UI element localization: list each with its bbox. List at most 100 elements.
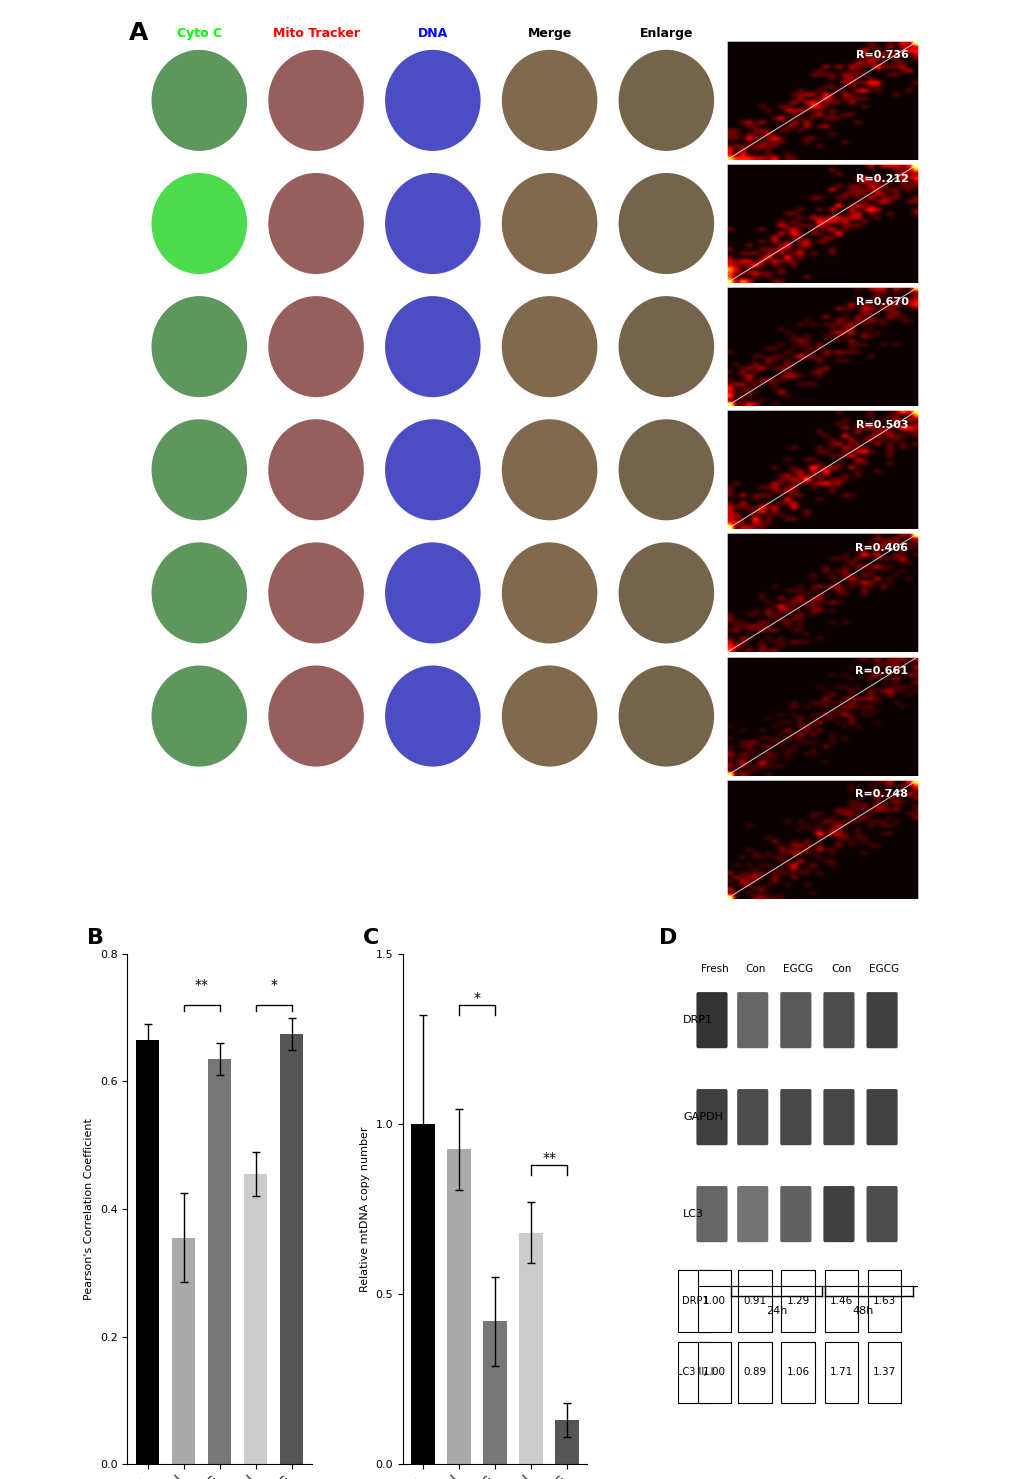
Ellipse shape [268, 50, 364, 151]
Ellipse shape [618, 50, 713, 151]
Text: Cyto C: Cyto C [176, 27, 222, 40]
Ellipse shape [152, 50, 247, 151]
FancyBboxPatch shape [867, 1341, 901, 1404]
Ellipse shape [268, 173, 364, 274]
Ellipse shape [385, 50, 480, 151]
Text: 0.89: 0.89 [743, 1368, 766, 1377]
Bar [279, 1034, 303, 1464]
Text: *: * [473, 991, 480, 1004]
Text: 0.91: 0.91 [743, 1296, 766, 1306]
FancyBboxPatch shape [781, 1341, 814, 1404]
FancyBboxPatch shape [866, 1089, 897, 1145]
FancyBboxPatch shape [678, 1270, 711, 1331]
Text: R=0.503: R=0.503 [855, 420, 908, 430]
Text: B: B [87, 929, 104, 948]
FancyBboxPatch shape [867, 1270, 901, 1331]
Ellipse shape [385, 543, 480, 643]
Ellipse shape [268, 543, 364, 643]
Text: Merge: Merge [527, 27, 572, 40]
FancyBboxPatch shape [823, 1270, 857, 1331]
FancyBboxPatch shape [866, 992, 897, 1049]
Text: 1.00: 1.00 [702, 1368, 726, 1377]
Text: A: A [128, 21, 148, 46]
Ellipse shape [501, 666, 597, 766]
Text: LC3: LC3 [683, 1210, 703, 1219]
FancyBboxPatch shape [696, 1186, 727, 1242]
Text: R=0.212: R=0.212 [855, 173, 908, 183]
Text: GAPDH: GAPDH [683, 1112, 722, 1123]
Text: *: * [270, 978, 277, 992]
Bar [244, 1174, 267, 1464]
Ellipse shape [152, 543, 247, 643]
Text: EGCG: EGCG [783, 964, 812, 975]
FancyBboxPatch shape [822, 1186, 854, 1242]
FancyBboxPatch shape [697, 1341, 731, 1404]
Text: Con: Con [830, 964, 851, 975]
Bar [172, 1238, 195, 1464]
FancyBboxPatch shape [738, 1270, 771, 1331]
Y-axis label: Relative mtDNA copy number: Relative mtDNA copy number [360, 1127, 370, 1291]
Text: 24h con: 24h con [128, 203, 138, 246]
Text: Mito Tracker: Mito Tracker [272, 27, 360, 40]
Text: 48h con: 48h con [128, 448, 138, 491]
Bar [411, 1124, 434, 1464]
Ellipse shape [152, 419, 247, 521]
FancyBboxPatch shape [737, 992, 767, 1049]
Ellipse shape [501, 543, 597, 643]
FancyBboxPatch shape [780, 1089, 810, 1145]
Bar [208, 1059, 231, 1464]
Text: R=0.736: R=0.736 [855, 50, 908, 61]
FancyBboxPatch shape [738, 1341, 771, 1404]
Text: DRP1: DRP1 [682, 1296, 708, 1306]
Bar [519, 1233, 542, 1464]
Ellipse shape [385, 173, 480, 274]
Ellipse shape [268, 419, 364, 521]
Text: 1.29: 1.29 [786, 1296, 809, 1306]
Bar [483, 1321, 506, 1464]
Text: Fresh MII: Fresh MII [128, 75, 138, 126]
Ellipse shape [501, 419, 597, 521]
Text: LC3 II/ I: LC3 II/ I [677, 1368, 712, 1377]
FancyBboxPatch shape [696, 992, 727, 1049]
Bar [447, 1149, 471, 1464]
Ellipse shape [618, 419, 713, 521]
Text: **: ** [195, 978, 209, 992]
Text: 1.63: 1.63 [872, 1296, 896, 1306]
Bar [136, 1040, 159, 1464]
Text: C: C [362, 929, 378, 948]
Ellipse shape [618, 296, 713, 398]
Ellipse shape [385, 666, 480, 766]
FancyBboxPatch shape [737, 1186, 767, 1242]
Text: 1.46: 1.46 [828, 1296, 852, 1306]
Text: Enlarge: Enlarge [639, 27, 693, 40]
Ellipse shape [501, 296, 597, 398]
FancyBboxPatch shape [678, 1341, 711, 1404]
Ellipse shape [152, 296, 247, 398]
Ellipse shape [618, 543, 713, 643]
Text: 1.06: 1.06 [786, 1368, 809, 1377]
Text: R=0.748: R=0.748 [855, 790, 908, 799]
Ellipse shape [152, 173, 247, 274]
Text: R=0.661: R=0.661 [855, 666, 908, 676]
Text: 1.71: 1.71 [828, 1368, 852, 1377]
FancyBboxPatch shape [822, 1089, 854, 1145]
Ellipse shape [618, 173, 713, 274]
Text: 24h: 24h [765, 1306, 787, 1316]
Ellipse shape [501, 50, 597, 151]
Text: 1.00: 1.00 [702, 1296, 726, 1306]
Ellipse shape [385, 419, 480, 521]
FancyBboxPatch shape [781, 1270, 814, 1331]
Text: D: D [658, 929, 677, 948]
Text: R=0.670: R=0.670 [855, 297, 908, 306]
Y-axis label: Pearson's Correlation Coefficient: Pearson's Correlation Coefficient [85, 1118, 95, 1300]
Text: 24h EGCG: 24h EGCG [128, 319, 138, 374]
FancyBboxPatch shape [696, 1089, 727, 1145]
Text: Con: Con [744, 964, 764, 975]
Ellipse shape [501, 173, 597, 274]
Text: **: ** [542, 1151, 555, 1165]
Text: 1.37: 1.37 [872, 1368, 896, 1377]
Text: EGCG: EGCG [868, 964, 899, 975]
Ellipse shape [268, 666, 364, 766]
Text: DNA: DNA [418, 27, 447, 40]
Text: 48h EGCG: 48h EGCG [128, 689, 138, 742]
